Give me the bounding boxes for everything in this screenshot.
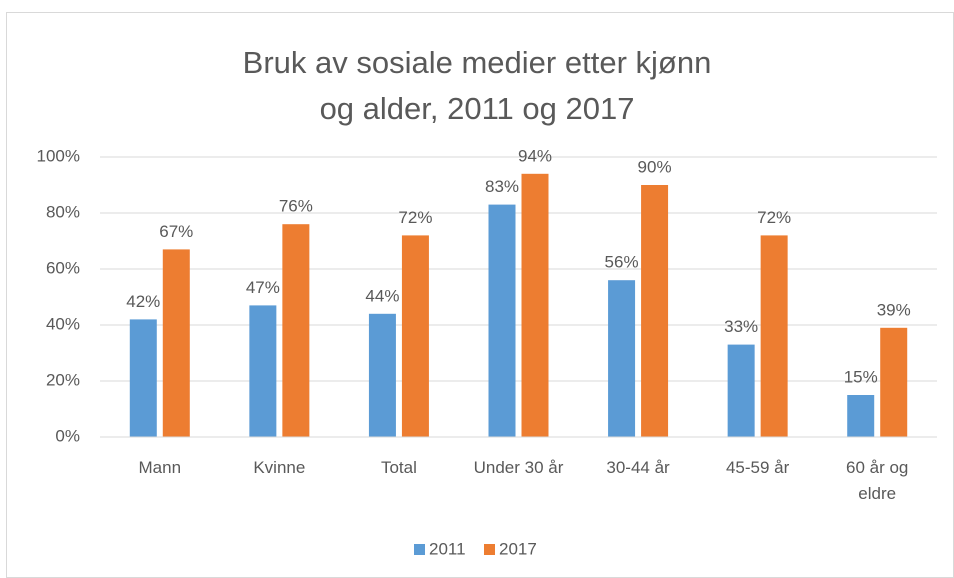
chart-title: Bruk av sosiale medier etter kjønn og al… [242,45,712,126]
bar [760,235,788,437]
data-label: 33% [724,317,758,336]
data-label: 56% [605,253,639,272]
y-tick-label: 20% [46,370,80,389]
bar [880,327,908,437]
x-tick-label: 45-59 år [725,458,790,477]
bar [129,319,157,437]
legend-swatch [484,544,495,555]
data-label: 90% [638,157,672,176]
bar [162,249,190,437]
data-label: 72% [398,208,432,227]
bar [608,280,636,437]
bar [282,224,310,437]
data-label: 83% [485,177,519,196]
x-tick-label: 30-44 år [606,458,670,477]
x-tick-label: Kvinne [253,458,306,477]
legend-label: 2011 [429,539,466,558]
bar [727,344,755,437]
x-tick-label: 60 år og eldre [846,458,909,503]
data-label: 94% [518,146,552,165]
legend-swatch [414,544,425,555]
data-label: 15% [844,367,878,386]
x-tick-label: Under 30 år [473,458,564,477]
bar [368,313,396,437]
y-tick-label: 60% [46,258,80,277]
bar [847,395,875,437]
bar [488,204,516,437]
y-tick-label: 80% [46,202,80,221]
data-label: 67% [159,222,193,241]
y-tick-label: 0% [55,426,80,445]
y-tick-label: 40% [46,314,80,333]
x-tick-label: Total [380,458,417,477]
x-tick-label: Mann [138,458,182,477]
data-label: 76% [279,197,313,216]
bar [641,185,669,437]
data-label: 72% [757,208,791,227]
data-label: 44% [365,286,399,305]
bar [401,235,429,437]
bar [521,173,549,438]
y-tick-label: 100% [37,146,80,165]
data-label: 39% [877,300,911,319]
data-label: 42% [126,292,160,311]
legend-label: 2017 [499,539,537,558]
data-label: 47% [246,278,280,297]
bar [249,305,277,437]
